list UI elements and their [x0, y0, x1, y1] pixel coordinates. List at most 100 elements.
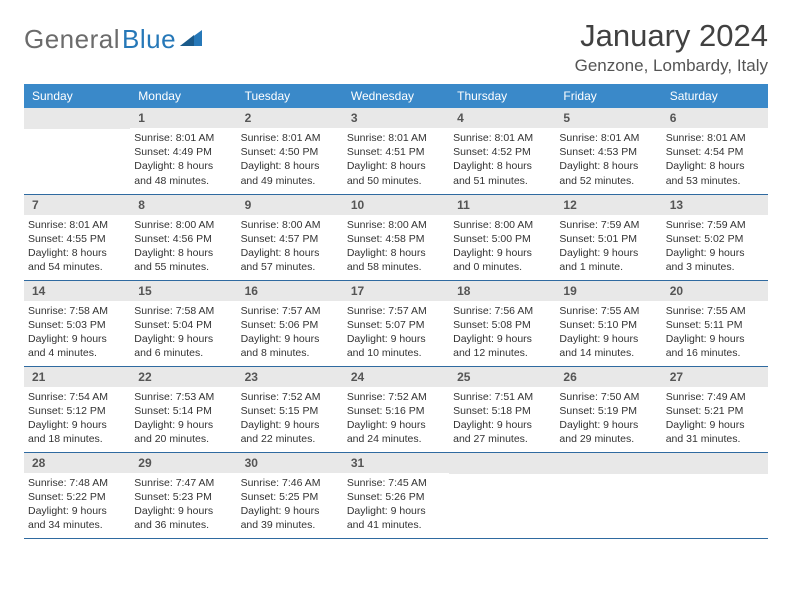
day-info: Sunrise: 8:00 AMSunset: 4:57 PMDaylight:… — [237, 215, 343, 279]
weekday-header: Thursday — [449, 84, 555, 108]
day-number: 15 — [130, 281, 236, 301]
day-cell: 24Sunrise: 7:52 AMSunset: 5:16 PMDayligh… — [343, 366, 449, 452]
day-cell: 23Sunrise: 7:52 AMSunset: 5:15 PMDayligh… — [237, 366, 343, 452]
day-cell — [24, 108, 130, 194]
day-info: Sunrise: 7:58 AMSunset: 5:03 PMDaylight:… — [24, 301, 130, 365]
day-number: 6 — [662, 108, 768, 128]
day-cell: 26Sunrise: 7:50 AMSunset: 5:19 PMDayligh… — [555, 366, 661, 452]
day-number: 21 — [24, 367, 130, 387]
day-number: 12 — [555, 195, 661, 215]
day-cell — [449, 452, 555, 538]
day-info: Sunrise: 7:56 AMSunset: 5:08 PMDaylight:… — [449, 301, 555, 365]
day-number: 3 — [343, 108, 449, 128]
week-row: 1Sunrise: 8:01 AMSunset: 4:49 PMDaylight… — [24, 108, 768, 194]
day-cell: 5Sunrise: 8:01 AMSunset: 4:53 PMDaylight… — [555, 108, 661, 194]
day-cell: 20Sunrise: 7:55 AMSunset: 5:11 PMDayligh… — [662, 280, 768, 366]
day-info: Sunrise: 7:59 AMSunset: 5:02 PMDaylight:… — [662, 215, 768, 279]
week-row: 28Sunrise: 7:48 AMSunset: 5:22 PMDayligh… — [24, 452, 768, 538]
day-cell: 21Sunrise: 7:54 AMSunset: 5:12 PMDayligh… — [24, 366, 130, 452]
day-info: Sunrise: 7:51 AMSunset: 5:18 PMDaylight:… — [449, 387, 555, 451]
day-number: 1 — [130, 108, 236, 128]
day-cell: 10Sunrise: 8:00 AMSunset: 4:58 PMDayligh… — [343, 194, 449, 280]
empty-day-header — [555, 453, 661, 474]
day-info: Sunrise: 7:55 AMSunset: 5:10 PMDaylight:… — [555, 301, 661, 365]
empty-day-header — [449, 453, 555, 474]
day-info: Sunrise: 8:01 AMSunset: 4:49 PMDaylight:… — [130, 128, 236, 192]
day-number: 25 — [449, 367, 555, 387]
day-cell: 30Sunrise: 7:46 AMSunset: 5:25 PMDayligh… — [237, 452, 343, 538]
day-info: Sunrise: 7:49 AMSunset: 5:21 PMDaylight:… — [662, 387, 768, 451]
week-row: 14Sunrise: 7:58 AMSunset: 5:03 PMDayligh… — [24, 280, 768, 366]
day-cell: 8Sunrise: 8:00 AMSunset: 4:56 PMDaylight… — [130, 194, 236, 280]
day-number: 16 — [237, 281, 343, 301]
day-number: 13 — [662, 195, 768, 215]
day-number: 22 — [130, 367, 236, 387]
day-number: 19 — [555, 281, 661, 301]
day-info: Sunrise: 8:01 AMSunset: 4:54 PMDaylight:… — [662, 128, 768, 192]
day-number: 30 — [237, 453, 343, 473]
day-number: 8 — [130, 195, 236, 215]
day-number: 9 — [237, 195, 343, 215]
day-info: Sunrise: 8:00 AMSunset: 4:56 PMDaylight:… — [130, 215, 236, 279]
day-cell: 6Sunrise: 8:01 AMSunset: 4:54 PMDaylight… — [662, 108, 768, 194]
day-cell: 13Sunrise: 7:59 AMSunset: 5:02 PMDayligh… — [662, 194, 768, 280]
day-info: Sunrise: 7:52 AMSunset: 5:16 PMDaylight:… — [343, 387, 449, 451]
day-cell: 19Sunrise: 7:55 AMSunset: 5:10 PMDayligh… — [555, 280, 661, 366]
day-number: 2 — [237, 108, 343, 128]
weekday-header: Sunday — [24, 84, 130, 108]
day-info: Sunrise: 7:50 AMSunset: 5:19 PMDaylight:… — [555, 387, 661, 451]
week-row: 21Sunrise: 7:54 AMSunset: 5:12 PMDayligh… — [24, 366, 768, 452]
day-cell: 7Sunrise: 8:01 AMSunset: 4:55 PMDaylight… — [24, 194, 130, 280]
weekday-header: Friday — [555, 84, 661, 108]
day-cell — [662, 452, 768, 538]
location-text: Genzone, Lombardy, Italy — [575, 56, 768, 76]
day-cell: 1Sunrise: 8:01 AMSunset: 4:49 PMDaylight… — [130, 108, 236, 194]
logo-triangle-icon — [180, 28, 202, 51]
day-cell: 29Sunrise: 7:47 AMSunset: 5:23 PMDayligh… — [130, 452, 236, 538]
title-block: January 2024 Genzone, Lombardy, Italy — [575, 18, 768, 76]
weekday-header: Monday — [130, 84, 236, 108]
day-info: Sunrise: 7:55 AMSunset: 5:11 PMDaylight:… — [662, 301, 768, 365]
day-cell: 15Sunrise: 7:58 AMSunset: 5:04 PMDayligh… — [130, 280, 236, 366]
logo: GeneralBlue — [24, 24, 202, 55]
day-cell: 17Sunrise: 7:57 AMSunset: 5:07 PMDayligh… — [343, 280, 449, 366]
day-number: 27 — [662, 367, 768, 387]
week-row: 7Sunrise: 8:01 AMSunset: 4:55 PMDaylight… — [24, 194, 768, 280]
day-info: Sunrise: 7:57 AMSunset: 5:06 PMDaylight:… — [237, 301, 343, 365]
day-cell: 4Sunrise: 8:01 AMSunset: 4:52 PMDaylight… — [449, 108, 555, 194]
day-info: Sunrise: 7:52 AMSunset: 5:15 PMDaylight:… — [237, 387, 343, 451]
day-info: Sunrise: 7:46 AMSunset: 5:25 PMDaylight:… — [237, 473, 343, 537]
day-info: Sunrise: 7:58 AMSunset: 5:04 PMDaylight:… — [130, 301, 236, 365]
weekday-header: Saturday — [662, 84, 768, 108]
empty-day-header — [662, 453, 768, 474]
weekday-header: Wednesday — [343, 84, 449, 108]
day-number: 10 — [343, 195, 449, 215]
day-cell: 2Sunrise: 8:01 AMSunset: 4:50 PMDaylight… — [237, 108, 343, 194]
day-number: 31 — [343, 453, 449, 473]
day-number: 29 — [130, 453, 236, 473]
day-number: 14 — [24, 281, 130, 301]
header: GeneralBlue January 2024 Genzone, Lombar… — [24, 18, 768, 76]
calendar-table: Sunday Monday Tuesday Wednesday Thursday… — [24, 84, 768, 539]
day-number: 7 — [24, 195, 130, 215]
empty-day-header — [24, 108, 130, 129]
month-title: January 2024 — [575, 18, 768, 54]
day-cell: 22Sunrise: 7:53 AMSunset: 5:14 PMDayligh… — [130, 366, 236, 452]
day-info: Sunrise: 7:45 AMSunset: 5:26 PMDaylight:… — [343, 473, 449, 537]
day-number: 20 — [662, 281, 768, 301]
day-number: 24 — [343, 367, 449, 387]
day-info: Sunrise: 7:47 AMSunset: 5:23 PMDaylight:… — [130, 473, 236, 537]
day-number: 17 — [343, 281, 449, 301]
day-number: 28 — [24, 453, 130, 473]
day-cell: 12Sunrise: 7:59 AMSunset: 5:01 PMDayligh… — [555, 194, 661, 280]
day-number: 23 — [237, 367, 343, 387]
day-cell: 14Sunrise: 7:58 AMSunset: 5:03 PMDayligh… — [24, 280, 130, 366]
day-cell: 11Sunrise: 8:00 AMSunset: 5:00 PMDayligh… — [449, 194, 555, 280]
day-number: 11 — [449, 195, 555, 215]
day-info: Sunrise: 8:00 AMSunset: 5:00 PMDaylight:… — [449, 215, 555, 279]
day-info: Sunrise: 8:01 AMSunset: 4:53 PMDaylight:… — [555, 128, 661, 192]
day-cell: 18Sunrise: 7:56 AMSunset: 5:08 PMDayligh… — [449, 280, 555, 366]
day-info: Sunrise: 7:53 AMSunset: 5:14 PMDaylight:… — [130, 387, 236, 451]
day-info: Sunrise: 7:48 AMSunset: 5:22 PMDaylight:… — [24, 473, 130, 537]
day-cell: 28Sunrise: 7:48 AMSunset: 5:22 PMDayligh… — [24, 452, 130, 538]
